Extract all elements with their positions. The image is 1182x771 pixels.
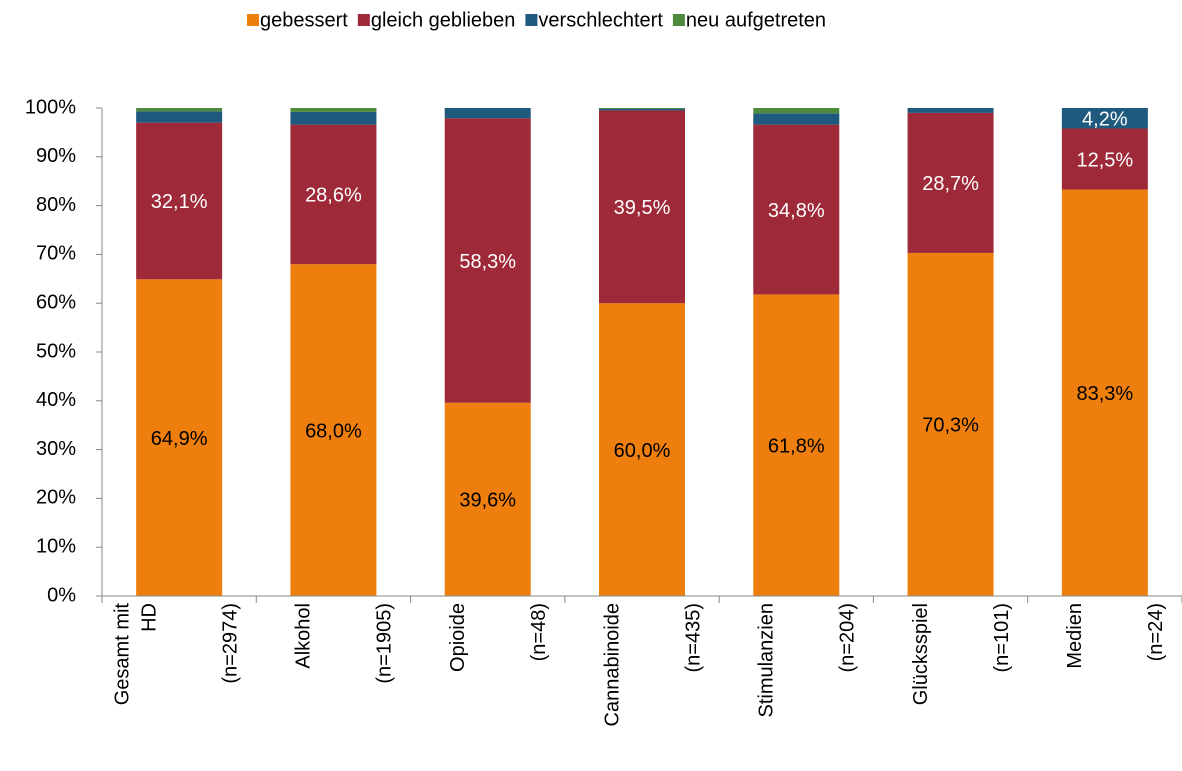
x-tick-label: HD [138, 603, 160, 632]
legend-label: gleich geblieben [371, 9, 516, 31]
y-tick-label: 90% [36, 145, 76, 167]
x-tick-label: Opioide [447, 603, 469, 672]
bar-segment [753, 294, 840, 596]
data-label: 32,1% [151, 191, 208, 213]
bar-segment [290, 264, 377, 596]
bar-segment [753, 108, 840, 114]
x-tick-label: Gesamt mit [111, 603, 133, 706]
bar-segment [599, 108, 685, 111]
x-tick-label: (n=2974) [219, 603, 241, 684]
data-label: 70,3% [922, 415, 979, 437]
x-tick-label: (n=24) [1145, 603, 1167, 661]
x-tick-label: (n=101) [991, 603, 1013, 673]
legend-label: verschlechtert [538, 9, 663, 31]
x-tick-label: Alkohol [293, 603, 315, 669]
data-label: 4,2% [1082, 109, 1128, 131]
data-label: 61,8% [768, 435, 825, 457]
bar-segment [1061, 128, 1148, 190]
y-tick-label: 30% [36, 438, 76, 460]
bar-segment [753, 124, 840, 295]
bar-segment [753, 113, 840, 125]
bar-segment [599, 303, 685, 596]
legend-swatch [672, 14, 685, 26]
y-tick-label: 40% [36, 389, 76, 411]
bar-segment [907, 252, 994, 596]
x-tick-label: (n=435) [682, 603, 704, 673]
data-label: 28,7% [922, 173, 979, 195]
bar-segment [136, 111, 223, 123]
x-tick-label: (n=204) [837, 603, 859, 673]
bar-segment [136, 122, 223, 280]
x-tick-label: (n=1905) [374, 603, 396, 684]
legend-label: gebessert [260, 9, 348, 31]
bar-segment [136, 279, 223, 596]
x-tick-label: Medien [1064, 603, 1086, 669]
bar-segment [907, 108, 994, 113]
bar-segment [136, 108, 223, 112]
data-label: 12,5% [1076, 149, 1133, 171]
data-label: 39,6% [459, 490, 516, 512]
data-label: 39,5% [614, 197, 671, 219]
y-tick-label: 70% [36, 243, 76, 265]
bar-segment [290, 108, 377, 112]
bar-segment [290, 124, 377, 265]
x-tick-label: Stimulanzien [756, 603, 778, 718]
bar-segment [1061, 189, 1148, 596]
y-tick-label: 100% [25, 96, 76, 118]
data-label: 58,3% [459, 251, 516, 273]
bar-segment [444, 108, 531, 119]
bar-segment [290, 111, 377, 125]
y-tick-label: 80% [36, 194, 76, 216]
data-label: 60,0% [614, 440, 671, 462]
y-tick-label: 60% [36, 291, 76, 313]
legend-swatch [525, 14, 538, 26]
x-tick-label: (n=48) [528, 603, 550, 661]
y-tick-label: 10% [36, 535, 76, 557]
data-label: 68,0% [305, 420, 362, 442]
legend-swatch [357, 14, 370, 26]
legend-swatch [247, 14, 259, 26]
bar-segment [599, 110, 685, 304]
data-label: 83,3% [1076, 383, 1133, 405]
bar-segment [1061, 108, 1148, 129]
legend-label: neu aufgetreten [686, 9, 826, 31]
data-label: 34,8% [768, 200, 825, 222]
y-tick-label: 50% [36, 340, 76, 362]
bar-segment [599, 108, 685, 109]
bar-segment [444, 118, 531, 403]
x-tick-label: Cannabinoide [601, 603, 623, 726]
bar-segment [444, 402, 531, 596]
y-tick-label: 20% [36, 487, 76, 509]
y-tick-label: 0% [47, 584, 76, 606]
bar-segment [907, 112, 994, 253]
x-tick-label: Glücksspiel [910, 603, 932, 705]
data-label: 64,9% [151, 428, 208, 450]
data-label: 28,6% [305, 185, 362, 207]
